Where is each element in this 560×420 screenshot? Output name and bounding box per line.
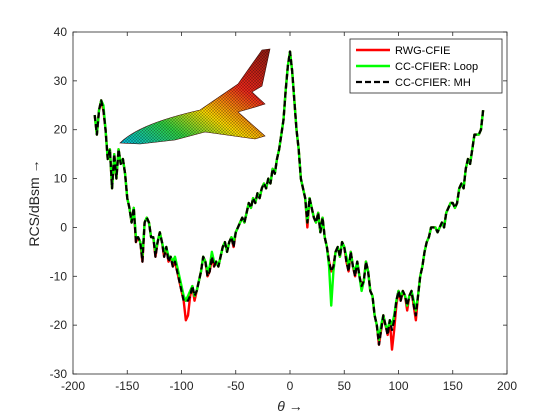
y-tick-label: 20 [54,123,68,137]
x-tick-label: 200 [497,379,517,393]
series-layer [93,50,485,351]
x-tick-label: 50 [338,379,352,393]
y-tick-label: -10 [50,269,68,283]
legend-label: CC-CFIER: Loop [395,61,478,73]
legend-label: RWG-CFIE [395,45,450,57]
y-tick-label: 10 [54,172,68,186]
space-shuttle-mesh-image [119,48,271,145]
x-tick-label: 0 [287,379,294,393]
series-line-cc-cfier-mh [93,50,485,346]
x-tick-label: -100 [169,379,193,393]
y-tick-label: 40 [54,25,68,39]
legend: RWG-CFIE CC-CFIER: Loop CC-CFIER: MH [349,38,503,94]
y-tick-label: 0 [60,220,67,234]
y-axis-label: RCS/dBsm → [26,159,42,246]
legend-label: CC-CFIER: MH [395,77,471,89]
x-tick-label: -200 [61,379,85,393]
y-tick-label: 30 [54,74,68,88]
y-tick-label: -30 [50,367,68,381]
x-tick-label: 100 [388,379,408,393]
x-tick-label: -50 [227,379,245,393]
ticks-layer: -200 -150 -100 -50 0 50 100 150 200-30-20-100102… [50,25,518,393]
x-tick-label: 150 [443,379,463,393]
x-tick-label: -150 [115,379,139,393]
y-tick-label: -20 [50,318,68,332]
x-axis-label: θ → [277,398,302,414]
